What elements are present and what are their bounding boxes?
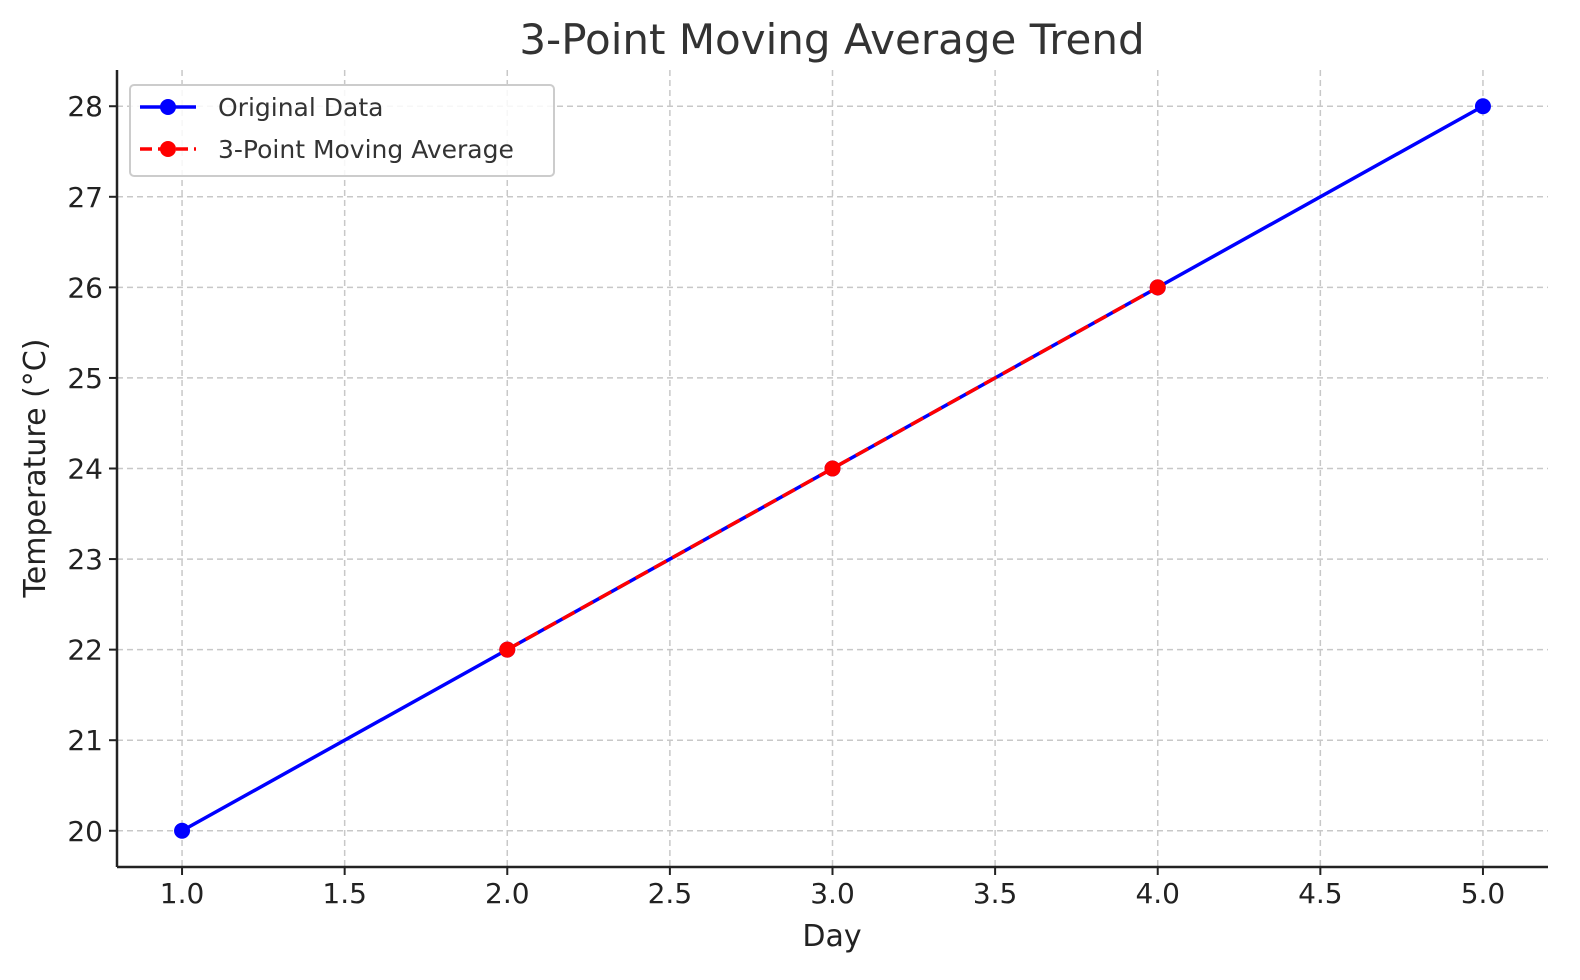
series-1 <box>499 279 1166 658</box>
y-tick-label: 21 <box>67 724 103 757</box>
data-point <box>824 460 841 477</box>
legend-box <box>129 84 555 177</box>
series-line <box>506 285 1159 652</box>
chart-title: 3-Point Moving Average Trend <box>519 15 1144 64</box>
y-tick-label: 23 <box>67 543 103 576</box>
grid-lines <box>117 70 1548 867</box>
y-tick-label: 24 <box>67 453 103 486</box>
x-tick-label: 5.0 <box>1461 877 1506 910</box>
x-tick-label: 2.0 <box>485 877 530 910</box>
y-tick-label: 20 <box>67 815 103 848</box>
x-axis-ticks: 1.0 1.5 2.0 2.5 3.0 3.5 4.0 4.5 5.0 <box>160 867 1505 910</box>
y-axis-label: Temperature (°C) <box>18 339 53 599</box>
data-point <box>174 822 191 839</box>
legend-marker <box>160 99 176 115</box>
legend: Original Data 3-Point Moving Average <box>129 84 555 177</box>
y-tick-label: 26 <box>67 271 103 304</box>
x-tick-label: 1.0 <box>160 877 205 910</box>
y-tick-label: 28 <box>67 90 103 123</box>
x-tick-label: 2.5 <box>648 877 693 910</box>
x-axis-label: Day <box>802 919 861 954</box>
data-point <box>1474 98 1491 115</box>
x-tick-label: 3.0 <box>810 877 855 910</box>
legend-marker <box>160 141 176 157</box>
y-tick-label: 25 <box>67 362 103 395</box>
series-lines <box>174 98 1491 839</box>
legend-label: Original Data <box>218 93 383 122</box>
y-axis-ticks: 20 21 22 23 24 25 26 27 28 <box>67 90 117 848</box>
data-point <box>1149 279 1166 296</box>
legend-label: 3-Point Moving Average <box>218 135 514 164</box>
y-tick-label: 22 <box>67 634 103 667</box>
x-tick-label: 4.5 <box>1298 877 1343 910</box>
legend-item: 3-Point Moving Average <box>140 135 514 164</box>
x-tick-label: 3.5 <box>973 877 1018 910</box>
y-tick-label: 27 <box>67 181 103 214</box>
x-tick-label: 4.0 <box>1135 877 1180 910</box>
x-tick-label: 1.5 <box>322 877 367 910</box>
legend-item: Original Data <box>140 93 383 122</box>
data-point <box>499 641 516 658</box>
